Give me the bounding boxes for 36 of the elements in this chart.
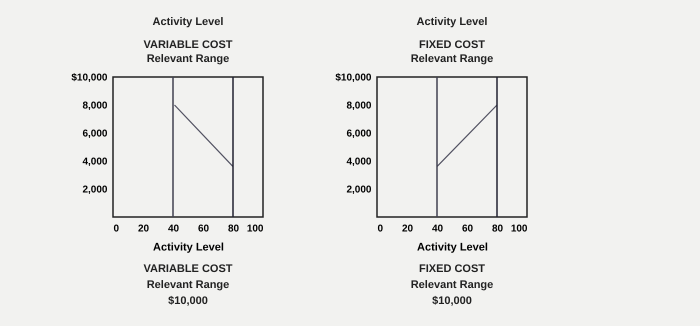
x-axis-title: Activity Level <box>153 242 224 254</box>
x-tick-label: 80 <box>492 224 504 234</box>
x-axis-title: Activity Level <box>417 242 488 254</box>
x-tick-label: 40 <box>168 224 180 234</box>
text: Activity Level <box>152 16 224 28</box>
x-tick-label: 60 <box>198 224 210 234</box>
text: Activity Level <box>416 16 488 28</box>
y-tick-label: $10,000 <box>71 72 108 84</box>
text: $10,000 <box>168 295 208 307</box>
x-tick-label: 80 <box>228 224 240 234</box>
x-tick-label: 100 <box>510 224 528 234</box>
x-tick-label: 20 <box>402 224 414 234</box>
chart-title: VARIABLE COST <box>143 39 233 51</box>
x-tick-label: 60 <box>462 224 474 234</box>
text: FIXED COST <box>418 263 486 275</box>
y-tick-label: 6,000 <box>346 128 372 140</box>
y-tick-label: 4,000 <box>82 156 108 168</box>
y-tick-label: 4,000 <box>346 156 372 168</box>
chart-subtitle: Relevant Range <box>410 53 494 65</box>
y-tick-label: 2,000 <box>346 184 372 196</box>
chart-subtitle: Relevant Range <box>146 53 230 65</box>
chart-title: FIXED COST <box>418 39 486 51</box>
y-tick-label: 8,000 <box>82 100 108 112</box>
x-tick-label: 100 <box>246 224 264 234</box>
x-tick-label: 0 <box>114 224 120 234</box>
text: VARIABLE COST <box>143 263 233 275</box>
x-tick-label: 20 <box>138 224 150 234</box>
y-tick-label: 6,000 <box>82 128 108 140</box>
y-tick-label: $10,000 <box>335 72 372 84</box>
y-tick-label: 8,000 <box>346 100 372 112</box>
x-tick-label: 0 <box>378 224 384 234</box>
x-tick-label: 40 <box>432 224 444 234</box>
text: Relevant Range <box>146 279 230 291</box>
text: Relevant Range <box>410 279 494 291</box>
text: $10,000 <box>432 295 472 307</box>
y-tick-label: 2,000 <box>82 184 108 196</box>
